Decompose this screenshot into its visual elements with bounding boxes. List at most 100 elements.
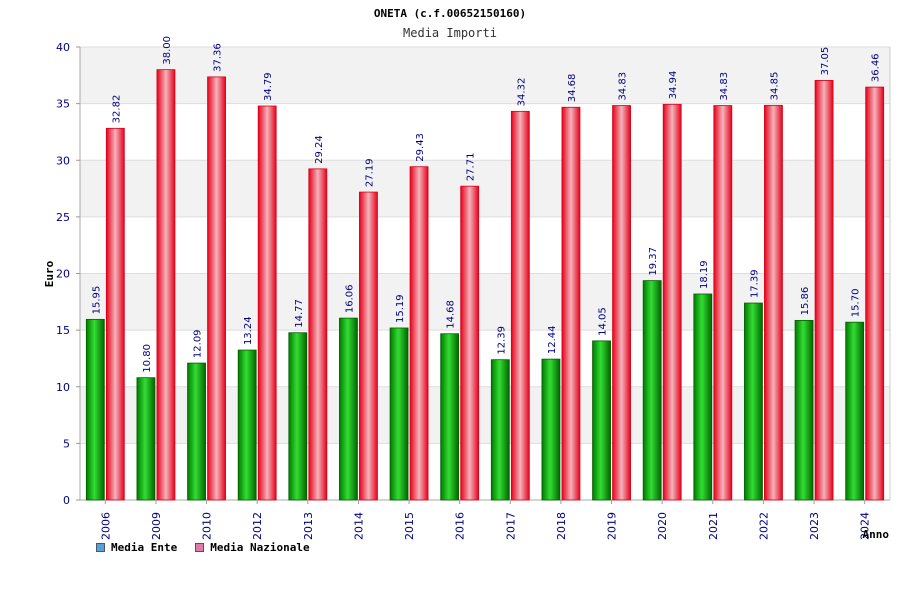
- value-label-media-ente-2015: 15.19: [395, 294, 406, 323]
- value-label-media-nazionale-2014: 27.19: [364, 158, 375, 187]
- value-label-media-ente-2006: 15.95: [91, 286, 102, 315]
- bar-media-ente-2012: [237, 349, 257, 501]
- x-tick-label: 2006: [99, 512, 112, 540]
- x-tick-label: 2016: [454, 512, 467, 540]
- value-label-media-nazionale-2024: 36.46: [871, 53, 882, 82]
- value-label-media-nazionale-2019: 34.83: [618, 72, 629, 101]
- value-label-media-nazionale-2006: 32.82: [111, 95, 122, 124]
- bar-media-nazionale-2020: [662, 103, 682, 501]
- bar-media-nazionale-2022: [764, 104, 783, 501]
- x-tick-label: 2015: [403, 512, 416, 540]
- x-tick-label: 2014: [352, 512, 365, 540]
- bar-media-nazionale-2006: [105, 127, 125, 501]
- legend-swatch-media-nazionale: [195, 543, 205, 552]
- bar-media-ente-2020: [642, 280, 662, 501]
- bar-media-ente-2022: [744, 302, 763, 501]
- value-label-media-nazionale-2015: 29.43: [415, 133, 426, 162]
- x-tick-label: 2020: [656, 512, 669, 540]
- bar-media-ente-2013: [288, 332, 308, 501]
- legend-item-media-ente: Media Ente: [96, 541, 177, 554]
- x-tick-label: 2023: [808, 512, 821, 540]
- value-label-media-nazionale-2020: 34.94: [668, 71, 679, 100]
- value-label-media-nazionale-2021: 34.83: [719, 72, 730, 101]
- x-tick-label: 2022: [757, 512, 770, 540]
- value-label-media-ente-2009: 10.80: [142, 344, 153, 373]
- value-label-media-ente-2024: 15.70: [851, 289, 862, 318]
- y-tick-label: 15: [56, 324, 70, 337]
- x-axis-label: Anno: [863, 528, 890, 541]
- bar-media-ente-2019: [592, 340, 611, 501]
- legend-label-media-nazionale: Media Nazionale: [210, 541, 310, 554]
- value-label-media-nazionale-2018: 34.68: [567, 74, 578, 103]
- bar-media-nazionale-2012: [257, 105, 277, 501]
- value-label-media-ente-2023: 15.86: [800, 287, 811, 316]
- chart-subtitle: Media Importi: [403, 26, 497, 40]
- value-labels: 15.95 32.82 10.80 38.00 12.09 37.36 13.24 34.79…: [91, 36, 881, 373]
- legend-swatch-media-ente: [96, 543, 105, 552]
- bar-media-nazionale-2023: [814, 80, 834, 501]
- y-axis-ticks: 0 5 10 15 20 25 30 35 40: [56, 41, 80, 507]
- bar-media-ente-2021: [693, 293, 713, 501]
- x-tick-label: 2021: [707, 512, 720, 540]
- bar-media-ente-2024: [845, 321, 865, 501]
- bar-media-nazionale-2021: [713, 105, 733, 501]
- y-tick-label: 5: [63, 437, 70, 450]
- bar-media-ente-2006: [85, 318, 105, 501]
- bar-media-ente-2010: [187, 362, 206, 501]
- y-tick-label: 0: [63, 494, 70, 507]
- bar-media-ente-2009: [136, 377, 156, 501]
- chart-title: ONETA (c.f.00652150160): [374, 7, 526, 20]
- value-label-media-nazionale-2023: 37.05: [820, 47, 831, 76]
- x-tick-label: 2018: [555, 512, 568, 540]
- x-tick-label: 2010: [201, 512, 214, 540]
- legend-item-media-nazionale: Media Nazionale: [195, 541, 310, 554]
- bar-media-ente-2016: [440, 333, 460, 501]
- value-label-media-nazionale-2009: 38.00: [162, 36, 173, 65]
- value-label-media-nazionale-2012: 34.79: [263, 72, 274, 101]
- value-label-media-ente-2022: 17.39: [749, 269, 760, 298]
- value-label-media-nazionale-2017: 34.32: [516, 78, 527, 107]
- value-label-media-ente-2021: 18.19: [699, 260, 710, 289]
- value-label-media-ente-2020: 19.37: [648, 247, 659, 276]
- bar-media-ente-2017: [490, 359, 510, 501]
- x-tick-label: 2012: [251, 512, 264, 540]
- value-label-media-ente-2019: 14.05: [598, 307, 609, 336]
- x-tick-label: 2024: [859, 512, 872, 540]
- y-tick-label: 20: [56, 268, 70, 281]
- value-label-media-ente-2012: 13.24: [243, 316, 254, 345]
- bar-media-ente-2014: [339, 317, 358, 501]
- value-label-media-ente-2018: 12.44: [547, 325, 558, 354]
- bar-media-nazionale-2010: [207, 76, 226, 501]
- x-tick-label: 2009: [150, 512, 163, 540]
- value-label-media-ente-2010: 12.09: [193, 329, 204, 358]
- value-label-media-ente-2016: 14.68: [446, 300, 457, 329]
- y-tick-label: 25: [56, 211, 70, 224]
- y-tick-label: 35: [56, 98, 70, 111]
- value-label-media-nazionale-2010: 37.36: [213, 43, 224, 72]
- x-tick-label: 2013: [302, 512, 315, 540]
- bar-media-nazionale-2015: [409, 166, 429, 501]
- x-tick-label: 2017: [504, 512, 517, 540]
- bar-media-nazionale-2009: [156, 69, 176, 501]
- value-label-media-nazionale-2022: 34.85: [769, 72, 780, 101]
- bars: [85, 69, 885, 501]
- bar-media-nazionale-2014: [359, 191, 378, 501]
- value-label-media-ente-2014: 16.06: [344, 284, 355, 313]
- bar-media-nazionale-2013: [308, 168, 328, 501]
- bar-media-nazionale-2018: [561, 106, 581, 501]
- bar-media-nazionale-2017: [510, 110, 530, 501]
- y-tick-label: 30: [56, 154, 70, 167]
- bar-media-ente-2015: [389, 327, 409, 501]
- bar-media-nazionale-2019: [612, 105, 631, 501]
- bar-media-nazionale-2024: [865, 86, 885, 501]
- x-axis-ticks: 2006 2009 2010 2012 2013 2014 2015 2016 2017 2018…: [99, 500, 872, 540]
- legend: Media Ente Media Nazionale: [96, 541, 310, 554]
- x-tick-label: 2019: [606, 512, 619, 540]
- legend-label-media-ente: Media Ente: [111, 541, 178, 554]
- y-tick-label: 40: [56, 41, 70, 54]
- value-label-media-nazionale-2016: 27.71: [466, 153, 477, 182]
- value-label-media-ente-2013: 14.77: [294, 299, 305, 328]
- value-label-media-nazionale-2013: 29.24: [314, 135, 325, 164]
- value-label-media-ente-2017: 12.39: [496, 326, 507, 355]
